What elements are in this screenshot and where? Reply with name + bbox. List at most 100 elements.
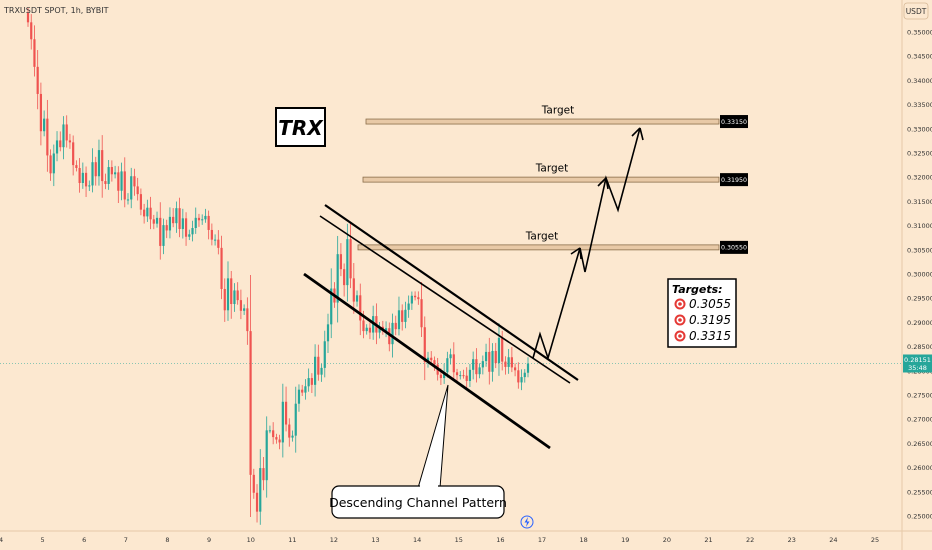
channel-lower-line (303, 272, 551, 450)
candle-body (272, 430, 275, 438)
candle-body (336, 254, 339, 303)
candle-body (501, 337, 504, 362)
countdown: 35:48 (908, 364, 927, 372)
candle-body (465, 375, 468, 381)
target-price: 0.30550 (721, 245, 747, 252)
candle-body (265, 430, 268, 481)
candle-body (462, 375, 465, 377)
candle-body (117, 172, 120, 191)
x-tick-label: 7 (124, 536, 128, 544)
candle-body (317, 356, 320, 375)
candle-body (388, 328, 391, 345)
candle-body (72, 142, 75, 166)
target-band (362, 176, 720, 183)
y-tick-label: 0.30000 (907, 271, 932, 279)
candle-body (291, 435, 294, 438)
candle-body (81, 172, 84, 184)
y-tick-label: 0.27000 (907, 416, 932, 424)
x-tick-label: 15 (455, 536, 463, 544)
target-price: 0.33150 (721, 119, 747, 126)
candle-body (146, 207, 149, 217)
candle-body (184, 218, 188, 237)
x-tick-label: 25 (871, 536, 879, 544)
candle-body (304, 386, 307, 393)
candle-body (307, 378, 310, 387)
candles (26, 8, 530, 525)
candle-body (288, 424, 291, 438)
candle-body (404, 309, 407, 322)
candle-body (297, 389, 301, 404)
candle-body (420, 299, 423, 328)
candle-body (101, 150, 104, 182)
candle-body (249, 331, 252, 475)
candle-body (452, 354, 455, 373)
candle-body (65, 124, 68, 141)
candle-body (213, 239, 217, 241)
y-axis: 0.35000 0.34500 0.34000 0.33500 0.33000 0.325… (907, 29, 932, 521)
candle-body (130, 176, 133, 200)
candle-body (397, 310, 401, 330)
y-tick-label: 0.31500 (907, 198, 932, 206)
y-tick-label: 0.28500 (907, 343, 932, 351)
candle-body (239, 300, 243, 311)
candle-body (423, 327, 426, 363)
candle-body (43, 118, 46, 132)
drawings (303, 127, 644, 450)
candle-body (401, 310, 404, 322)
currency-badge[interactable] (903, 2, 929, 20)
candle-body (507, 357, 510, 367)
x-tick-label: 10 (247, 536, 255, 544)
arrow-head (631, 127, 644, 141)
candle-body (407, 303, 410, 310)
targets-box-item: 0.3315 (689, 329, 731, 343)
target-band (365, 118, 720, 125)
candle-body (475, 359, 478, 375)
y-tick-label: 0.27500 (907, 392, 932, 400)
y-tick-label: 0.26500 (907, 440, 932, 448)
candle-body (330, 288, 333, 325)
target-label: Target (525, 230, 558, 242)
target-label: Target (541, 105, 574, 117)
x-tick-label: 24 (829, 536, 837, 544)
candle-body (365, 327, 368, 332)
candle-body (520, 377, 523, 383)
candle-body (433, 360, 436, 365)
candle-body (233, 290, 236, 305)
x-tick-label: 11 (288, 536, 296, 544)
targets-box-title: Targets: (672, 283, 723, 296)
candle-body (468, 369, 472, 381)
current-price-tag: 0.28151 35:48 (903, 354, 932, 373)
x-tick-label: 23 (788, 536, 796, 544)
targets-box-item: 0.3055 (689, 297, 731, 311)
candle-body (226, 278, 230, 311)
candle-body (275, 437, 278, 440)
x-tick-label: 16 (496, 536, 504, 544)
x-tick-label: 4 (0, 536, 3, 544)
candle-body (210, 229, 213, 240)
candle-body (262, 468, 265, 481)
lightning-icon[interactable] (520, 515, 534, 529)
candle-body (394, 322, 397, 330)
y-tick-label: 0.25000 (907, 513, 932, 521)
x-axis: 4 5 6 7 8 9 10 11 12 13 14 15 16 17 18 19 20 21 22 23 24 25 (0, 536, 879, 544)
target-band (357, 244, 720, 251)
y-tick-label: 0.33500 (907, 101, 932, 109)
candle-body (349, 239, 352, 279)
candle-body (88, 185, 91, 187)
candle-body (36, 66, 39, 94)
candle-body (513, 367, 517, 371)
candle-body (497, 337, 501, 364)
candle-body (355, 295, 359, 302)
candle-body (178, 208, 181, 229)
candle-body (523, 372, 526, 378)
x-tick-label: 18 (580, 536, 588, 544)
x-tick-label: 6 (82, 536, 86, 544)
candle-body (126, 199, 130, 201)
candle-body (136, 186, 139, 195)
candle-body (97, 150, 101, 177)
candle-body (162, 225, 165, 246)
y-tick-label: 0.31000 (907, 222, 932, 230)
candle-body (504, 361, 507, 367)
candle-body (223, 289, 226, 311)
